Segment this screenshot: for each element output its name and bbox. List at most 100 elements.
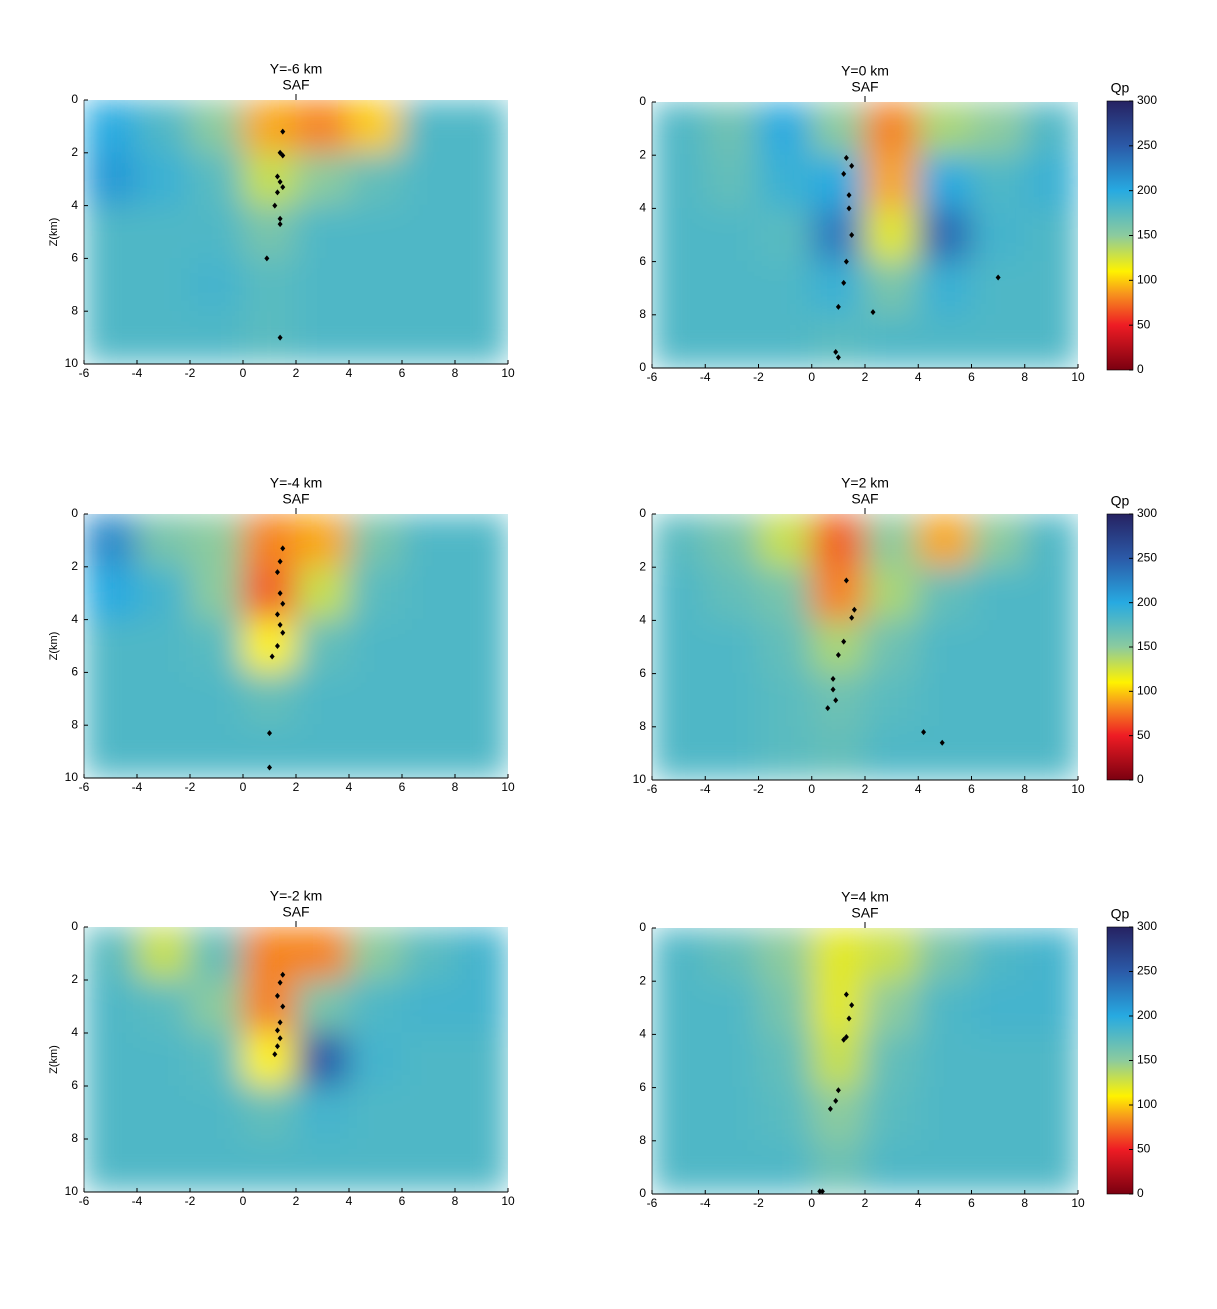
earthquake: [827, 1105, 833, 1112]
q-cell: [811, 154, 866, 209]
colorbar-tick-label: 50: [1137, 728, 1151, 742]
earthquake: [841, 170, 847, 177]
x-tick-label: 2: [862, 1196, 869, 1210]
q-cell: [1024, 261, 1078, 316]
q-cell: [295, 257, 350, 312]
q-cell: [758, 154, 813, 209]
q-cell: [971, 1140, 1026, 1194]
colorbar-tick-label: 0: [1137, 772, 1144, 786]
q-cell: [864, 566, 919, 621]
x-tick-label: -2: [753, 782, 764, 796]
x-tick-label: -2: [185, 1194, 196, 1208]
q-cell: [971, 261, 1026, 316]
earthquake: [846, 192, 852, 199]
x-tick-label: -6: [79, 780, 90, 794]
q-cell: [242, 671, 297, 726]
q-cell: [454, 514, 508, 568]
q-cell: [652, 980, 706, 1035]
fault-label: SAF: [282, 77, 309, 93]
q-cell: [136, 724, 191, 778]
q-cell: [917, 207, 972, 263]
q-cell: [136, 671, 191, 726]
q-cell: [348, 566, 403, 621]
q-cell: [401, 927, 456, 981]
q-cell: [704, 980, 759, 1035]
x-tick-label: 6: [399, 1194, 406, 1208]
earthquake: [267, 764, 272, 771]
q-cell: [295, 927, 350, 981]
q-field: [652, 514, 1078, 780]
q-cell: [454, 310, 508, 364]
colorbar-tick-label: 300: [1137, 919, 1157, 933]
q-cell: [136, 152, 191, 207]
x-tick-label: 4: [915, 370, 922, 384]
q-cell: [136, 205, 191, 259]
earthquake: [835, 303, 841, 310]
x-tick-label: -4: [700, 1196, 711, 1210]
q-cell: [401, 1138, 456, 1192]
q-cell: [242, 257, 297, 312]
q-cell: [348, 514, 403, 568]
q-cell: [295, 1085, 350, 1140]
q-cell: [811, 102, 866, 156]
earthquake: [851, 606, 857, 613]
q-cell: [758, 980, 813, 1035]
x-tick-label: 2: [293, 780, 300, 794]
earthquake: [274, 173, 280, 180]
y-tick-label: 6: [71, 665, 78, 679]
colorbar-tick-label: 150: [1137, 228, 1157, 242]
y-axis-label: Z(km): [48, 1045, 60, 1074]
earthquake: [267, 730, 272, 737]
q-cell: [295, 310, 350, 364]
earthquake: [833, 349, 839, 356]
q-cell: [84, 514, 138, 568]
q-cell: [401, 671, 456, 726]
x-tick-label: 10: [501, 366, 515, 380]
q-cell: [704, 928, 759, 982]
y-tick-label: 2: [639, 147, 646, 161]
earthquake: [274, 1027, 280, 1034]
q-cell: [295, 619, 350, 673]
y-tick-label: 4: [71, 1025, 78, 1039]
q-cell: [1024, 980, 1078, 1035]
q-cell: [454, 979, 508, 1034]
earthquake: [280, 600, 286, 607]
x-tick-label: -4: [132, 1194, 143, 1208]
q-cell: [189, 205, 244, 259]
plot-area: [652, 928, 1078, 1194]
q-cell: [864, 1140, 919, 1194]
chart-title: Y=4 km: [841, 889, 889, 905]
x-tick-label: 8: [452, 366, 459, 380]
q-cell: [1024, 314, 1078, 368]
q-cell: [917, 514, 972, 568]
q-cell: [348, 205, 403, 259]
q-cell: [758, 261, 813, 316]
q-cell: [189, 566, 244, 621]
q-cell: [864, 619, 919, 675]
plot-area: [84, 514, 508, 778]
q-cell: [84, 979, 138, 1034]
q-cell: [971, 1087, 1026, 1142]
q-cell: [811, 928, 866, 982]
q-cell: [917, 619, 972, 675]
y-axis-label: Z(km): [48, 632, 60, 661]
plot-area: [652, 102, 1078, 368]
x-tick-label: 4: [346, 780, 353, 794]
q-cell: [242, 1085, 297, 1140]
q-cell: [811, 1087, 866, 1142]
q-cell: [758, 514, 813, 568]
q-cell: [242, 619, 297, 673]
x-tick-label: 8: [1021, 1196, 1028, 1210]
x-tick-label: 10: [1071, 1196, 1085, 1210]
x-tick-label: 6: [968, 782, 975, 796]
q-cell: [652, 102, 706, 156]
earthquake: [274, 1043, 280, 1050]
y-tick-label: 10: [65, 770, 79, 784]
q-cell: [84, 257, 138, 312]
q-cell: [917, 566, 972, 621]
q-cell: [971, 566, 1026, 621]
colorbar-tick-label: 100: [1137, 1097, 1157, 1111]
q-cell: [348, 152, 403, 207]
q-cell: [652, 261, 706, 316]
